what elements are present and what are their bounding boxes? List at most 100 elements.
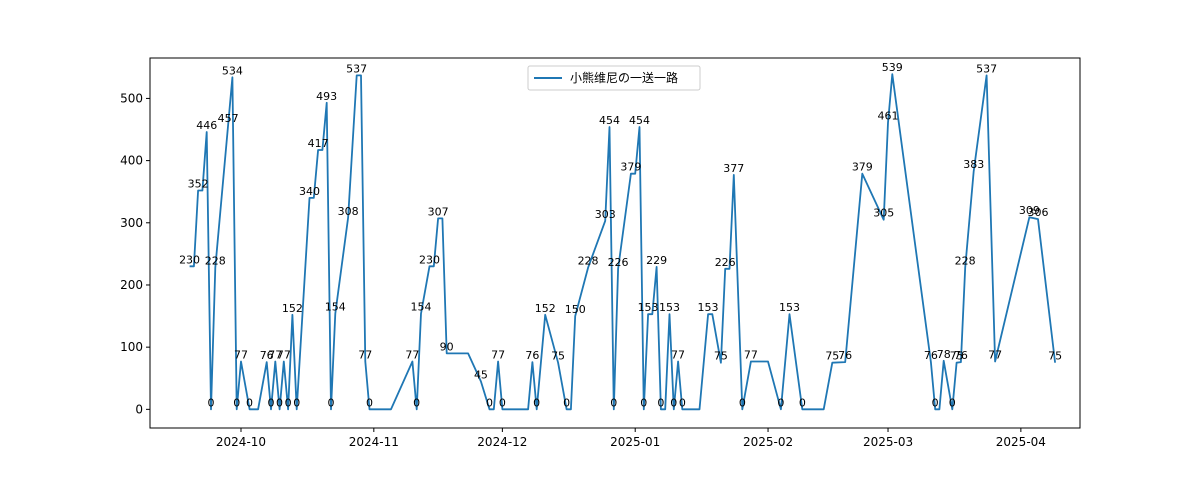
data-label: 230 <box>179 253 200 266</box>
series-line <box>189 73 1056 411</box>
data-label: 77 <box>671 348 685 361</box>
data-label: 153 <box>698 301 719 314</box>
data-label: 76 <box>954 349 968 362</box>
data-label: 0 <box>533 396 540 409</box>
data-label: 307 <box>428 205 449 218</box>
data-label: 226 <box>608 256 629 269</box>
data-label: 75 <box>1048 350 1062 363</box>
data-label: 0 <box>285 396 292 409</box>
data-label: 76 <box>525 349 539 362</box>
data-label: 493 <box>316 90 337 103</box>
data-label: 0 <box>657 396 664 409</box>
x-tick-label: 2025-03 <box>863 435 913 449</box>
data-label: 352 <box>188 177 209 190</box>
data-label: 228 <box>578 255 599 268</box>
data-label: 0 <box>777 396 784 409</box>
data-label: 153 <box>638 301 659 314</box>
x-axis: 2024-10 2024-11 2024-12 2025-01 2025-02 2025-… <box>216 428 1046 449</box>
y-tick-label: 400 <box>120 154 143 168</box>
data-label: 77 <box>358 348 372 361</box>
data-label: 226 <box>715 256 736 269</box>
data-label: 45 <box>474 368 488 381</box>
data-label: 78 <box>937 348 951 361</box>
data-labels: 230 352 446 0 228 457 534 0 77 0 76 0 77 0 77 0 152 0 340 4… <box>179 61 1062 409</box>
data-label: 457 <box>218 112 239 125</box>
y-axis: 0 100 200 300 400 500 <box>120 91 150 416</box>
x-tick-label: 2025-04 <box>996 435 1046 449</box>
data-label: 305 <box>873 207 894 220</box>
data-label: 417 <box>308 137 329 150</box>
x-tick-label: 2024-11 <box>349 435 399 449</box>
data-label: 154 <box>410 301 431 314</box>
data-label: 0 <box>293 396 300 409</box>
legend: 小熊维尼の一送一路 <box>527 65 701 91</box>
x-tick-label: 2025-02 <box>743 435 793 449</box>
data-label: 75 <box>551 350 565 363</box>
data-label: 77 <box>234 348 248 361</box>
y-tick-label: 200 <box>120 278 143 292</box>
series-lines <box>189 73 1056 411</box>
data-label: 308 <box>338 205 359 218</box>
data-label: 0 <box>327 396 334 409</box>
data-label: 0 <box>413 396 420 409</box>
data-label: 0 <box>233 396 240 409</box>
x-tick-label: 2024-10 <box>216 435 266 449</box>
data-label: 230 <box>419 253 440 266</box>
data-label: 90 <box>440 340 454 353</box>
data-label: 377 <box>723 162 744 175</box>
data-label: 229 <box>646 254 667 267</box>
data-label: 228 <box>205 255 226 268</box>
data-label: 77 <box>268 348 282 361</box>
data-label: 461 <box>878 110 899 123</box>
y-tick-label: 300 <box>120 216 143 230</box>
data-label: 306 <box>1028 206 1049 219</box>
data-label: 77 <box>277 348 291 361</box>
data-label: 153 <box>779 301 800 314</box>
data-label: 0 <box>799 396 806 409</box>
data-label: 152 <box>535 302 556 315</box>
x-tick-label: 2025-01 <box>610 435 660 449</box>
legend-box <box>527 65 701 91</box>
data-label: 539 <box>882 61 903 74</box>
data-label: 0 <box>679 396 686 409</box>
data-label: 0 <box>670 396 677 409</box>
data-label: 152 <box>282 302 303 315</box>
data-label: 76 <box>924 349 938 362</box>
data-label: 0 <box>366 396 373 409</box>
x-tick-label: 2024-12 <box>477 435 527 449</box>
legend-label: 小熊维尼の一送一路 <box>570 70 678 85</box>
data-label: 0 <box>949 396 956 409</box>
data-label: 383 <box>963 158 984 171</box>
data-label: 154 <box>325 301 346 314</box>
data-label: 153 <box>659 301 680 314</box>
data-label: 0 <box>207 396 214 409</box>
data-label: 534 <box>222 64 243 77</box>
data-label: 454 <box>599 114 620 127</box>
data-label: 228 <box>955 255 976 268</box>
data-label: 75 <box>714 350 728 363</box>
data-label: 0 <box>610 396 617 409</box>
data-label: 0 <box>246 396 253 409</box>
data-label: 76 <box>260 349 274 362</box>
data-label: 0 <box>276 396 283 409</box>
data-label: 303 <box>595 208 616 221</box>
data-label: 77 <box>988 348 1002 361</box>
data-label: 150 <box>565 303 586 316</box>
data-label: 77 <box>405 348 419 361</box>
data-label: 77 <box>744 348 758 361</box>
data-label: 0 <box>932 396 939 409</box>
data-label: 75 <box>950 350 964 363</box>
data-label: 309 <box>1019 204 1040 217</box>
data-label: 76 <box>838 349 852 362</box>
data-label: 77 <box>491 348 505 361</box>
y-tick-label: 100 <box>120 340 143 354</box>
data-label: 0 <box>640 396 647 409</box>
data-label: 0 <box>267 396 274 409</box>
data-label: 0 <box>739 396 746 409</box>
plot-frame <box>149 57 1081 429</box>
data-label: 0 <box>486 396 493 409</box>
data-label: 0 <box>499 396 506 409</box>
y-tick-label: 500 <box>120 91 143 105</box>
data-label: 537 <box>976 62 997 75</box>
